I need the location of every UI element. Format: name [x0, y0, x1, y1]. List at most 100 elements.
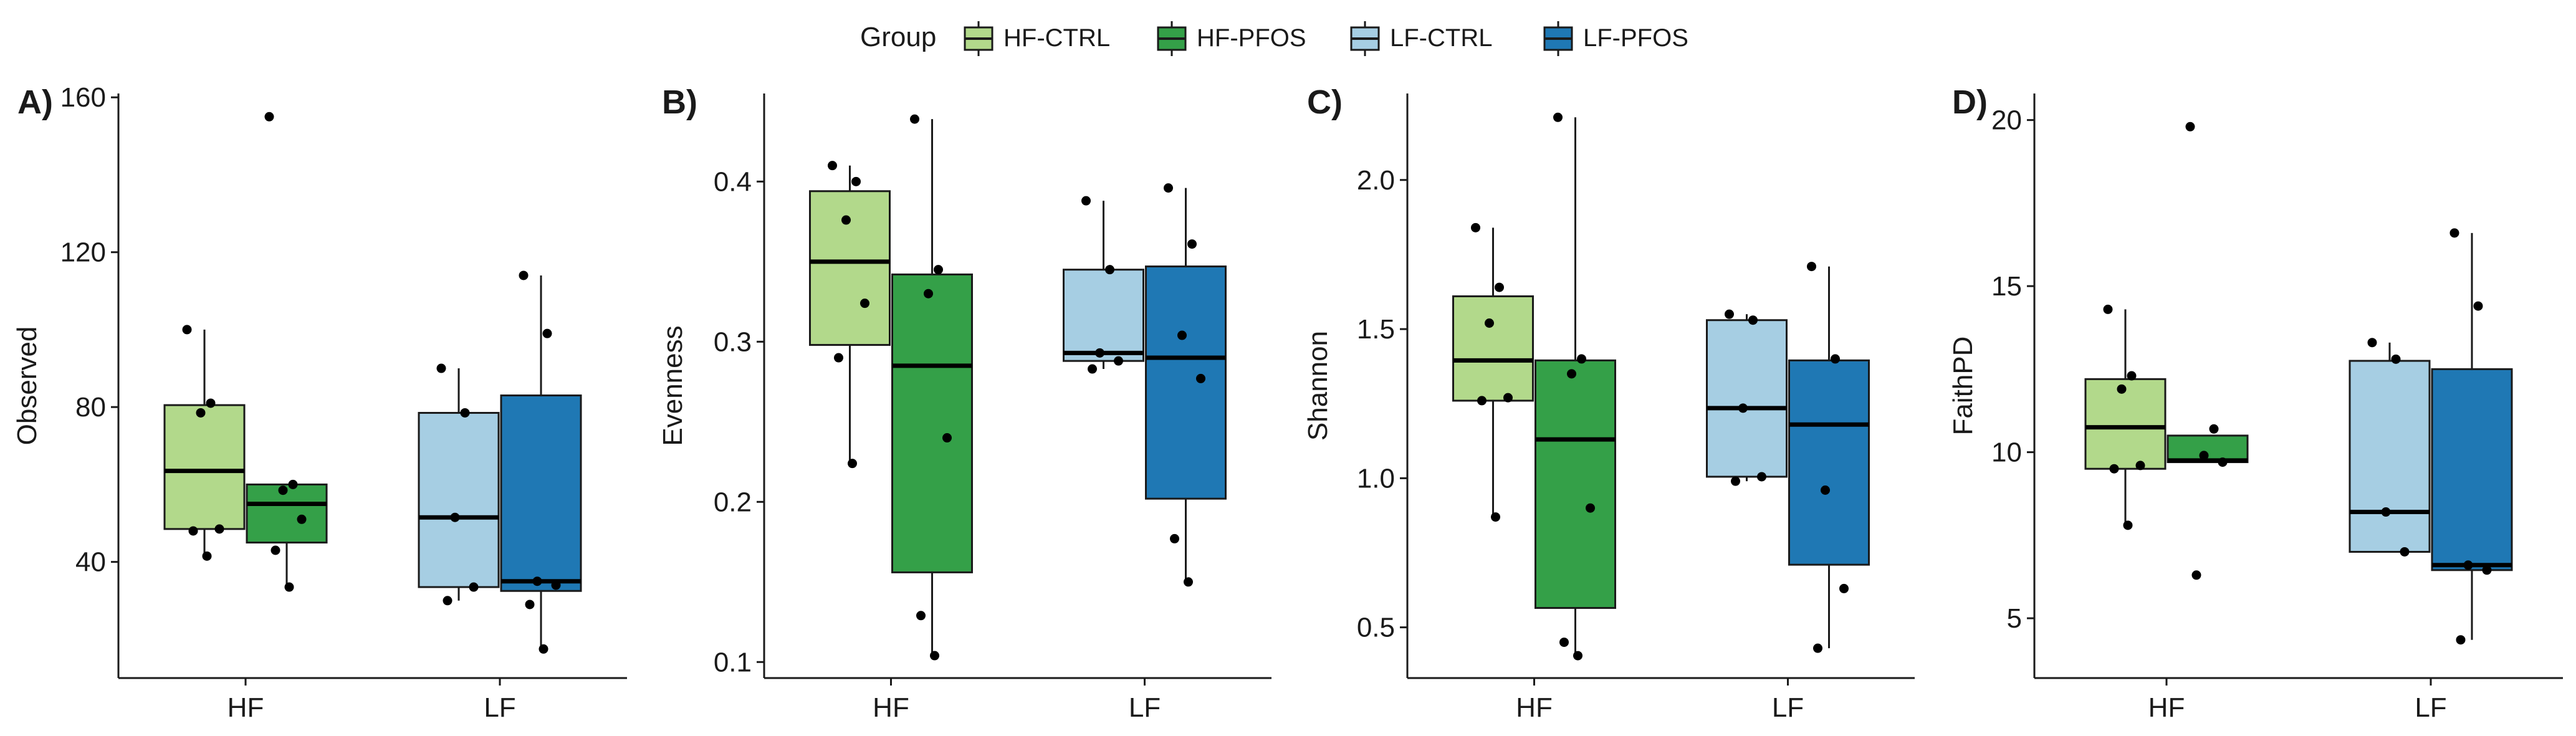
y-tick-label: 20 [1991, 105, 2022, 136]
data-point [214, 524, 224, 534]
legend-label: HF-CTRL [1003, 24, 1110, 52]
box-lf-pfos [1788, 262, 1870, 653]
x-tick-label: HF [2148, 692, 2185, 723]
box-lf-ctrl [1706, 309, 1788, 486]
box-hf-pfos [2167, 122, 2249, 580]
x-tick-label: LF [484, 692, 515, 723]
data-point [542, 328, 552, 338]
y-tick-label: 0.5 [1357, 613, 1395, 643]
box-iqr [891, 273, 973, 573]
data-point [1471, 222, 1480, 232]
y-tick-label: 0.3 [714, 327, 752, 357]
data-point [1105, 265, 1114, 275]
box-lf-ctrl [2349, 338, 2431, 557]
data-point [1807, 262, 1816, 272]
box-iqr [163, 404, 246, 530]
data-point [860, 299, 869, 308]
data-point [2218, 457, 2228, 467]
y-axis-title: Shannon [1303, 331, 1333, 441]
data-point [1495, 282, 1504, 292]
data-point [1477, 396, 1487, 406]
box-iqr [2167, 434, 2249, 464]
box-lf-ctrl [1063, 196, 1144, 374]
box-iqr [1706, 319, 1788, 478]
data-point [206, 398, 216, 408]
legend: Group HF-CTRL HF-PFOS LF-CTRL LF-PFOS [860, 21, 1688, 56]
panel-c: C) Shannon 0.5 1.0 1.5 2.0 HF LF [1303, 84, 1915, 723]
legend-title: Group [860, 22, 936, 52]
data-point [1839, 583, 1849, 593]
box-hf-ctrl [2084, 304, 2167, 530]
data-point [2381, 507, 2391, 517]
data-point [2367, 338, 2377, 348]
legend-item: HF-CTRL [964, 21, 1110, 56]
y-tick-label: 1.0 [1357, 463, 1395, 494]
box-iqr [500, 394, 582, 592]
data-point [264, 112, 274, 122]
box-lf-pfos [2431, 228, 2513, 645]
y-tick-label: 0.4 [714, 166, 752, 197]
box-hf-pfos [246, 112, 328, 592]
data-point [1503, 393, 1513, 403]
y-tick-label: 160 [60, 82, 106, 113]
data-point [1813, 643, 1822, 653]
data-point [539, 644, 548, 654]
data-point [460, 408, 470, 418]
panel-b: B) Evenness 0.1 0.2 0.3 0.4 HF LF [658, 84, 1271, 723]
panel-label: D) [1952, 84, 1988, 121]
data-point [196, 408, 206, 418]
data-point [1184, 577, 1193, 587]
data-point [202, 551, 212, 561]
data-point [1731, 476, 1740, 486]
legend-item: LF-PFOS [1543, 21, 1688, 56]
data-point [1177, 330, 1187, 340]
data-point [2127, 371, 2137, 381]
data-point [1738, 403, 1748, 413]
data-point [916, 611, 926, 621]
data-point [1725, 309, 1734, 319]
data-point [450, 512, 460, 522]
data-point [2135, 461, 2145, 471]
panel-label: B) [662, 84, 697, 121]
y-tick-label: 2.0 [1357, 165, 1395, 196]
data-point [2199, 451, 2209, 461]
data-point [1577, 354, 1586, 364]
data-point [2191, 570, 2201, 580]
data-point [1757, 472, 1766, 482]
y-tick-label: 10 [1991, 437, 2022, 468]
box-iqr [418, 411, 500, 588]
data-point [188, 526, 198, 536]
y-tick-label: 120 [60, 237, 106, 268]
box-iqr [2084, 378, 2167, 470]
box-iqr [1788, 359, 1870, 566]
box-iqr [2349, 360, 2431, 553]
data-point [271, 545, 280, 555]
panel-a: A) Observed 40 80 120 160 HF LF [12, 82, 627, 723]
y-tick-label: 40 [75, 547, 106, 578]
box-iqr [1063, 269, 1144, 362]
box-hf-ctrl [163, 325, 246, 561]
legend-item: HF-PFOS [1157, 21, 1306, 56]
box-hf-pfos [891, 114, 973, 661]
data-point [934, 265, 943, 275]
data-point [1485, 318, 1494, 328]
data-point [1114, 356, 1123, 366]
box-iqr [246, 483, 328, 544]
data-point [519, 270, 529, 280]
data-point [297, 514, 307, 524]
data-point [841, 215, 851, 225]
x-tick-label: LF [2415, 692, 2446, 723]
x-tick-label: HF [227, 692, 264, 723]
y-axis-title: Evenness [658, 325, 688, 446]
data-point [1553, 112, 1563, 122]
data-point [1567, 369, 1576, 379]
data-point [1586, 503, 1595, 513]
box-hf-ctrl [1452, 222, 1534, 522]
data-point [288, 479, 298, 489]
box-iqr [2431, 368, 2513, 571]
data-point [284, 582, 294, 592]
data-point [2400, 547, 2410, 557]
box-iqr [1452, 295, 1534, 402]
data-point [436, 363, 446, 373]
